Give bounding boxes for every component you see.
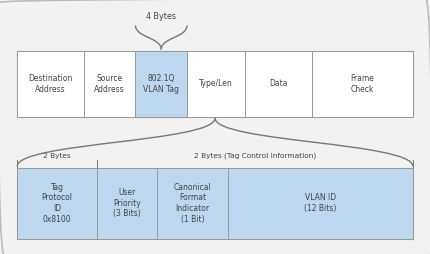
- Text: 802.1Q
VLAN Tag: 802.1Q VLAN Tag: [143, 74, 179, 94]
- Text: 4 Bytes: 4 Bytes: [146, 12, 176, 21]
- Bar: [187, 51, 245, 117]
- Bar: [157, 168, 228, 239]
- Bar: [228, 168, 413, 239]
- Bar: [17, 51, 413, 117]
- Text: Frame
Check: Frame Check: [350, 74, 374, 94]
- Text: Data: Data: [269, 79, 288, 88]
- Text: Destination
Address: Destination Address: [28, 74, 73, 94]
- Text: VLAN ID
(12 Bits): VLAN ID (12 Bits): [304, 193, 337, 213]
- Text: User
Priority
(3 Bits): User Priority (3 Bits): [113, 188, 141, 218]
- Text: Tag
Protocol
ID
0x8100: Tag Protocol ID 0x8100: [41, 183, 73, 224]
- Bar: [312, 51, 413, 117]
- Bar: [84, 51, 135, 117]
- Text: 2 Bytes: 2 Bytes: [43, 153, 71, 159]
- Bar: [17, 168, 97, 239]
- Bar: [97, 168, 157, 239]
- Text: Source
Address: Source Address: [94, 74, 125, 94]
- Bar: [17, 51, 84, 117]
- Text: 2 Bytes (Tag Control Information): 2 Bytes (Tag Control Information): [194, 153, 316, 159]
- Bar: [135, 51, 187, 117]
- Bar: [17, 168, 413, 239]
- Text: Type/Len: Type/Len: [199, 79, 233, 88]
- Bar: [245, 51, 312, 117]
- Text: Canonical
Format
Indicator
(1 Bit): Canonical Format Indicator (1 Bit): [174, 183, 211, 224]
